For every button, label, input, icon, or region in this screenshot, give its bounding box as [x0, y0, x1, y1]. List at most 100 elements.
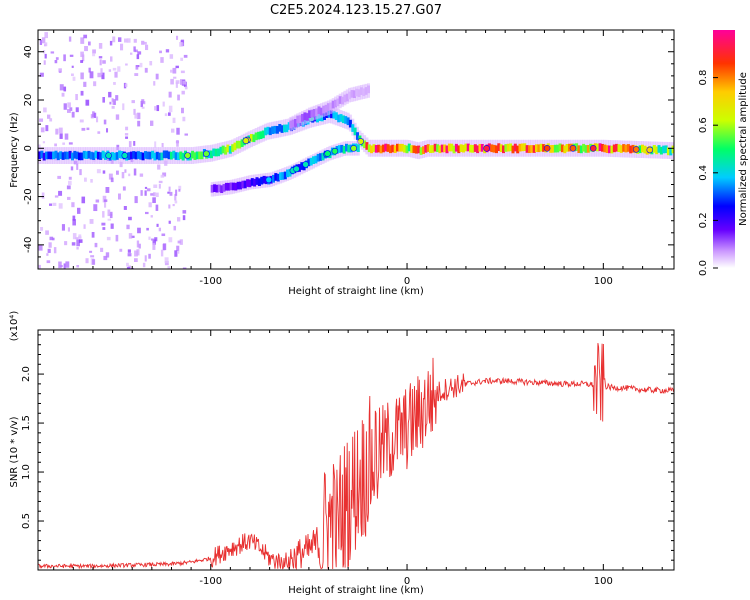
ridge-cell — [424, 145, 428, 153]
ridge-cell — [193, 152, 197, 160]
ridge-cell — [480, 144, 484, 152]
ridge-cell — [598, 143, 602, 151]
colorbar-tick-label: 0.6 — [698, 117, 709, 133]
noise-speckle — [44, 42, 48, 47]
noise-speckle — [71, 65, 74, 68]
noise-speckle — [43, 60, 46, 65]
colorbar-gradient — [713, 30, 735, 268]
noise-speckle — [133, 108, 136, 115]
ridge-cell — [215, 184, 219, 193]
ridge-cell — [356, 144, 360, 152]
ridge-cell — [52, 151, 56, 160]
noise-speckle — [134, 250, 138, 257]
noise-speckle — [158, 227, 162, 232]
ridge-cell — [405, 145, 409, 154]
noise-speckle — [92, 111, 95, 117]
ridge-cell — [452, 145, 456, 154]
noise-speckle — [59, 84, 64, 91]
snr-ticks: -100 0 100 0.5 1.0 1.5 2.0 — [21, 330, 674, 587]
noise-speckle — [109, 40, 113, 46]
noise-speckle — [109, 101, 112, 105]
ridge-cell — [499, 144, 503, 152]
ridge-cell — [657, 145, 661, 153]
noise-speckle — [146, 188, 151, 192]
noise-speckle — [68, 180, 72, 186]
noise-speckle — [168, 204, 171, 209]
ridge-cell — [348, 91, 352, 100]
ridge-cell — [257, 178, 261, 186]
ridge-cell — [289, 120, 293, 129]
noise-speckle — [180, 57, 184, 61]
ridge-cell — [227, 182, 231, 191]
noise-speckle — [184, 86, 188, 90]
ridge-cell — [261, 130, 265, 139]
ridge-cell — [662, 145, 666, 154]
ridge-cell — [426, 144, 430, 152]
ridge-cell — [172, 150, 176, 159]
noise-speckle — [134, 196, 138, 204]
noise-speckle — [150, 215, 153, 218]
ridge-cell — [431, 145, 435, 153]
ridge-cell — [169, 151, 173, 160]
noise-speckle — [144, 190, 147, 196]
ridge-cell — [471, 145, 475, 153]
ridge-cell — [334, 112, 338, 120]
ridge-cell — [384, 143, 388, 152]
noise-speckle — [145, 44, 149, 51]
noise-speckle — [172, 67, 177, 74]
noise-speckle — [40, 227, 44, 231]
ridge-cell — [410, 145, 414, 153]
ridge-cell — [556, 144, 560, 153]
noise-speckle — [57, 175, 62, 179]
ridge-cell — [285, 124, 289, 133]
ridge-cell — [82, 150, 86, 159]
noise-speckle — [110, 223, 114, 229]
ridge-cell — [99, 152, 103, 160]
ridge-blob — [203, 150, 210, 157]
noise-speckle — [76, 247, 79, 250]
noise-speckle — [54, 143, 57, 147]
noise-speckle — [126, 267, 131, 269]
ridge-cell — [326, 103, 330, 111]
noise-speckle — [124, 169, 127, 173]
noise-speckle — [120, 43, 124, 51]
ridge-cell — [253, 178, 257, 187]
noise-speckle — [155, 204, 159, 211]
ridge-cell — [238, 140, 242, 149]
noise-speckle — [141, 40, 145, 45]
ridge-cell — [324, 104, 328, 113]
noise-speckle — [134, 113, 138, 119]
ridge-cell — [136, 151, 140, 159]
ridge-cell — [129, 151, 133, 160]
noise-speckle — [72, 76, 76, 81]
ridge-cell — [353, 127, 357, 136]
noise-speckle — [80, 72, 84, 80]
ridge-cell — [336, 98, 340, 107]
ridge-cell — [257, 131, 261, 140]
track-core-main — [38, 110, 674, 161]
noise-speckle — [122, 103, 125, 111]
noise-speckle — [61, 92, 65, 97]
ridge-blob — [324, 150, 331, 157]
ridge-cell — [144, 151, 147, 159]
ridge-cell — [146, 151, 150, 160]
noise-speckle — [153, 192, 156, 197]
y-tick-label: 20 — [23, 94, 34, 107]
noise-speckle — [124, 38, 128, 43]
noise-speckle — [182, 116, 186, 122]
ridge-cell — [502, 145, 505, 154]
ridge-cell — [80, 152, 84, 161]
ridge-cell — [141, 152, 145, 161]
noise-speckle — [148, 253, 151, 259]
noise-speckle — [153, 184, 158, 189]
spectrogram-marks — [38, 32, 674, 269]
noise-speckle — [103, 255, 108, 261]
noise-speckle — [111, 105, 115, 109]
noise-speckle — [43, 107, 47, 113]
noise-speckle — [139, 173, 144, 177]
ridge-cell — [553, 144, 557, 153]
noise-speckle — [64, 241, 68, 246]
x-tick-label: 100 — [594, 276, 613, 287]
noise-speckle — [168, 220, 171, 224]
noise-speckle — [52, 237, 55, 241]
